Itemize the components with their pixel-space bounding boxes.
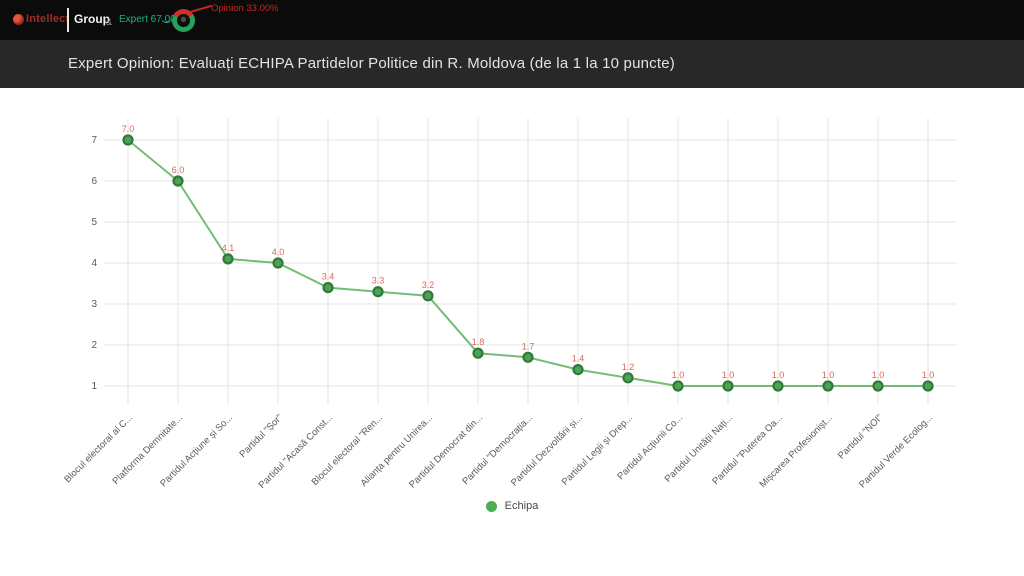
brand-intellect[interactable]: Intellect [26,13,70,25]
data-point-value-label: 1.0 [872,370,885,380]
data-point[interactable] [522,351,534,363]
data-point-value-label: 3.4 [322,272,335,282]
legend-series-dot-icon[interactable] [485,500,497,512]
x-axis-category-label[interactable]: Partidul "NOI" [836,412,885,461]
data-point-value-label: 4.0 [272,247,285,257]
y-axis-tick-label: 2 [91,340,97,351]
data-point-value-label: 1.2 [622,362,635,372]
data-point[interactable] [622,372,634,384]
intellect-logo-icon[interactable] [13,14,24,25]
y-axis-tick-label: 3 [91,299,97,310]
opinion-connector-line [189,4,212,13]
data-point[interactable] [222,253,234,265]
expert-connector-line [161,17,172,23]
data-point-value-label: 1.0 [772,370,785,380]
opinion-percentage-label: Opinion 33.00% [211,3,279,14]
title-bar: Expert Opinion: Evaluați ECHIPA Partidel… [0,40,1024,88]
data-point-value-label: 3.2 [422,280,435,290]
data-point-value-label: 6.0 [172,165,185,175]
y-axis-tick-label: 6 [91,176,97,187]
y-axis-tick-label: 5 [91,217,97,228]
data-point-value-label: 4.1 [222,243,235,253]
data-point-value-label: 1.8 [472,337,485,347]
data-point[interactable] [772,380,784,392]
brand-divider [67,8,69,32]
x-axis-category-label[interactable]: Partidul "Șor" [237,412,285,460]
data-point[interactable] [922,380,934,392]
expert-percentage-label: Expert 67.00% [119,14,185,25]
data-point[interactable] [572,364,584,376]
data-point-value-label: 1.0 [822,370,835,380]
data-point[interactable] [822,380,834,392]
data-point-value-label: 3.3 [372,276,385,286]
data-point[interactable] [722,380,734,392]
data-point[interactable] [422,290,434,302]
data-point[interactable] [372,286,384,298]
data-point[interactable] [472,347,484,359]
brand-group[interactable]: Group [74,12,110,26]
data-point-value-label: 1.0 [722,370,735,380]
y-axis-tick-label: 4 [91,258,97,269]
chart-legend: Echipa [0,497,1024,515]
data-point-value-label: 1.4 [572,354,585,364]
donut-center-icon [177,14,190,27]
data-point[interactable] [122,134,134,146]
y-axis-tick-label: 7 [91,135,97,146]
app-header: Intellect Group & Expert 67.00% Opinion … [0,0,1024,40]
score-donut-gauge-icon [172,9,195,32]
data-point[interactable] [272,257,284,269]
data-point-value-label: 7.0 [122,124,135,134]
legend-series-label[interactable]: Echipa [504,500,539,512]
data-point[interactable] [322,282,334,294]
data-point[interactable] [172,175,184,187]
data-point[interactable] [672,380,684,392]
data-point[interactable] [872,380,884,392]
data-point-value-label: 1.0 [922,370,935,380]
data-point-value-label: 1.7 [522,341,535,351]
data-point-value-label: 1.0 [672,370,685,380]
page-title: Expert Opinion: Evaluați ECHIPA Partidel… [68,55,675,72]
brand-ampersand: & [106,17,113,27]
y-axis-tick-label: 1 [91,381,97,392]
